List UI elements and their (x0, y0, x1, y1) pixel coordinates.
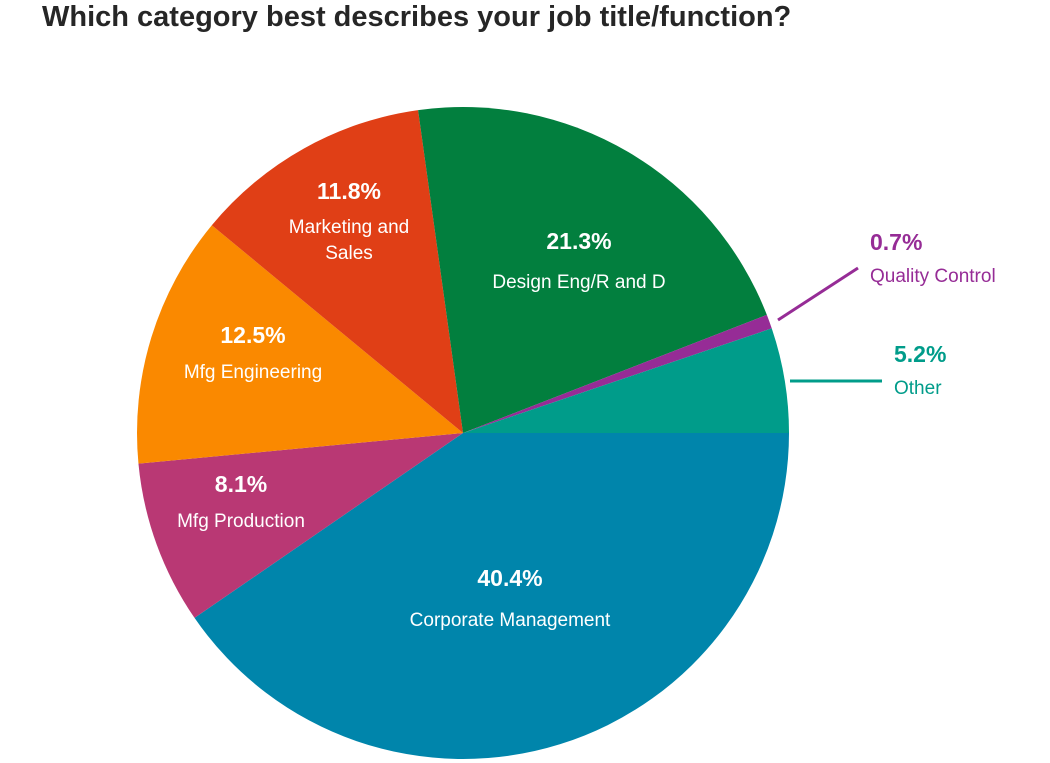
slice-category-label: Quality Control (870, 266, 996, 287)
slice-percent-label: 40.4% (477, 565, 542, 591)
slice-labels: 40.4% Corporate Management 8.1% Mfg Product… (177, 178, 996, 631)
slice-percent-label: 12.5% (220, 322, 285, 348)
slice-category-label: Mfg Engineering (184, 362, 322, 383)
pie-slice-quality-control (463, 314, 772, 433)
slice-category-label: Corporate Management (410, 610, 611, 631)
leader-line (777, 266, 859, 322)
leader-lines (777, 266, 882, 383)
slice-category-label: Design Eng/R and D (492, 272, 665, 293)
chart-title: Which category best describes your job t… (42, 1, 792, 33)
pie-slice-mfg-production (138, 433, 464, 618)
pie-slice-other (463, 328, 789, 433)
slice-percent-label: 5.2% (894, 341, 946, 367)
pie-slice-mfg-engineering (136, 225, 463, 464)
slice-category-label: Other (894, 378, 942, 399)
slice-percent-label: 0.7% (870, 229, 922, 255)
slice-category-label: Mfg Production (177, 511, 305, 532)
pie-slice-marketing-and-sales (211, 110, 463, 434)
pie-slice-design-eng-r-and-d (418, 107, 767, 434)
slice-category-label: Sales (325, 243, 373, 264)
slice-percent-label: 8.1% (215, 471, 267, 497)
slice-percent-label: 11.8% (317, 178, 381, 204)
pie-slices (136, 107, 789, 759)
slice-percent-label: 21.3% (546, 228, 611, 254)
pie-slice-corporate-management (194, 433, 789, 759)
slice-category-label: Marketing and (289, 217, 409, 238)
